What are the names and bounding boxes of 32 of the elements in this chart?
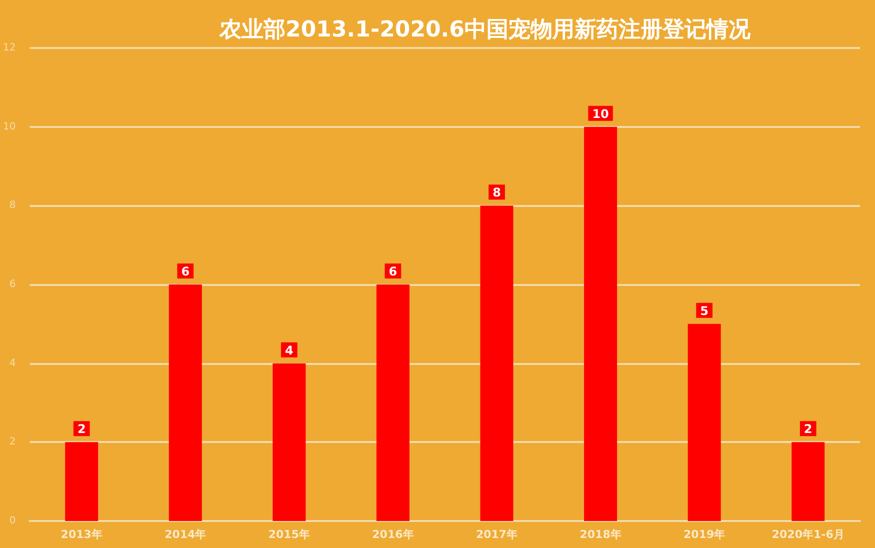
bar <box>65 442 98 521</box>
x-tick-label: 2020年1-6月 <box>772 528 844 541</box>
x-tick-label: 2017年 <box>476 528 518 541</box>
x-tick-label: 2016年 <box>372 528 414 541</box>
bar <box>480 206 514 521</box>
y-tick-label: 10 <box>2 121 16 132</box>
x-tick-label: 2015年 <box>268 528 310 541</box>
y-tick-label: 2 <box>9 436 16 448</box>
bar <box>272 363 306 521</box>
chart-title: 农业部2013.1-2020.6中国宠物用新药注册登记情况 <box>218 16 752 42</box>
bar <box>168 284 202 521</box>
bar <box>688 324 721 521</box>
data-label: 6 <box>181 264 190 278</box>
x-tick-label: 2013年 <box>60 528 102 541</box>
y-tick-label: 4 <box>9 358 16 369</box>
y-tick-label: 8 <box>9 200 16 212</box>
data-label: 5 <box>700 304 709 318</box>
data-label: 6 <box>388 264 398 278</box>
y-tick-label: 6 <box>9 279 16 290</box>
data-label: 10 <box>592 106 609 121</box>
y-tick-label: 0 <box>9 516 16 526</box>
x-tick-label: 2019年 <box>684 528 726 541</box>
bar <box>792 442 825 521</box>
data-label: 8 <box>492 186 501 200</box>
bar <box>584 126 618 521</box>
x-tick-label: 2014年 <box>164 528 206 541</box>
data-label: 2 <box>77 422 86 436</box>
y-tick-label: 12 <box>2 42 16 54</box>
bar <box>376 284 410 521</box>
data-label: 2 <box>804 422 812 436</box>
data-label: 4 <box>285 343 294 358</box>
x-tick-label: 2018年 <box>580 528 622 541</box>
